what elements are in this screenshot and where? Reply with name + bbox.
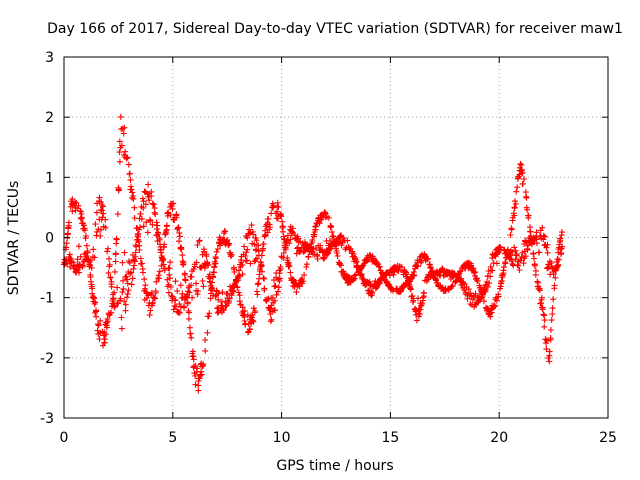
x-tick-label: 5 [168, 430, 177, 446]
chart-title: Day 166 of 2017, Sidereal Day-to-day VTE… [47, 21, 623, 37]
y-tick-label: 0 [45, 231, 54, 247]
x-tick-label: 0 [60, 430, 69, 446]
grid [64, 57, 608, 418]
axis-ticks [63, 56, 609, 419]
y-tick-label: -1 [40, 291, 54, 307]
x-axis-label: GPS time / hours [276, 458, 393, 474]
x-tick-label: 20 [490, 430, 508, 446]
x-tick-label: 25 [599, 430, 617, 446]
x-tick-label: 15 [381, 430, 399, 446]
x-tick-label: 10 [273, 430, 291, 446]
y-tick-label: 1 [45, 170, 54, 186]
y-tick-labels: -3 -2 -1 0 1 2 3 [40, 50, 54, 427]
y-tick-label: -2 [40, 351, 54, 367]
x-tick-labels: 0 5 10 15 20 25 [60, 430, 617, 446]
y-axis-label: SDTVAR / TECUs [6, 181, 22, 296]
y-tick-label: -3 [40, 411, 54, 427]
y-tick-label: 3 [45, 50, 54, 66]
y-tick-label: 2 [45, 110, 54, 126]
